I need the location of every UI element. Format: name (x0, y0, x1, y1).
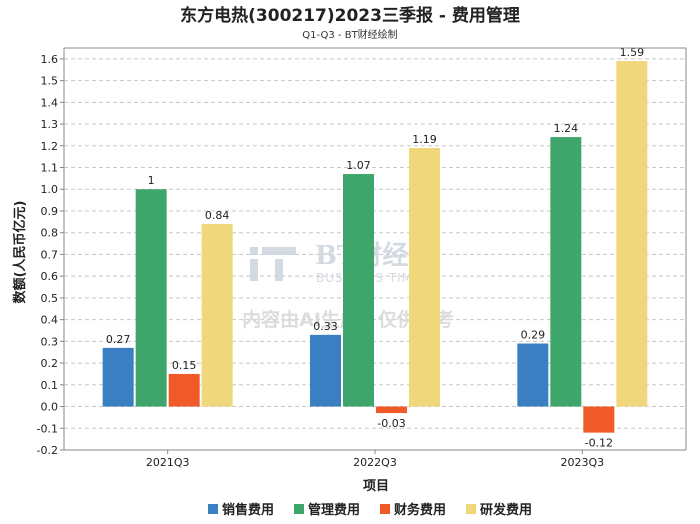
data-label: 0.15 (172, 359, 197, 372)
bars (102, 61, 648, 433)
bar-2022Q3-财务费用 (376, 406, 407, 414)
data-label: 0.84 (205, 209, 230, 222)
x-tick-label: 2021Q3 (146, 456, 190, 469)
grid (64, 58, 686, 451)
watermark-logo (250, 247, 296, 281)
y-tick-label: 1.3 (41, 118, 59, 131)
data-label: -0.12 (585, 437, 613, 450)
data-label: 1 (148, 174, 155, 187)
y-tick-label: 1.6 (41, 53, 59, 66)
legend-label: 财务费用 (394, 502, 446, 518)
legend: 销售费用 管理费用 财务费用 研发费用 (208, 502, 532, 518)
legend-swatch (380, 504, 390, 514)
legend-swatch (294, 504, 304, 514)
bar-2023Q3-财务费用 (583, 406, 615, 433)
bar-2022Q3-管理费用 (343, 174, 374, 407)
data-label: 1.19 (412, 133, 437, 146)
data-label: 1.07 (346, 159, 371, 172)
y-tick-label: 0.9 (41, 205, 59, 218)
bar-2023Q3-研发费用 (616, 61, 648, 407)
legend-swatch (466, 504, 476, 514)
y-tick-label: 0.2 (41, 357, 59, 370)
legend-label: 管理费用 (308, 502, 360, 518)
y-tick-label: 0.3 (41, 335, 59, 348)
y-tick-label: 1.5 (41, 75, 59, 88)
y-tick-label: 0.7 (41, 248, 59, 261)
y-tick-label: 0.4 (41, 314, 59, 327)
y-tick-label: -0.2 (37, 444, 58, 457)
legend-swatch (208, 504, 218, 514)
y-tick-label: 0.8 (41, 227, 59, 240)
data-label: 0.33 (313, 320, 338, 333)
legend-label: 研发费用 (480, 502, 532, 518)
bar-2021Q3-销售费用 (102, 347, 134, 407)
x-tick-label: 2022Q3 (353, 456, 397, 469)
x-axis-title: 项目 (363, 479, 389, 494)
legend-label: 销售费用 (222, 502, 274, 518)
y-tick-label: 0.6 (41, 270, 59, 283)
bar-2021Q3-财务费用 (168, 373, 200, 407)
bar-2023Q3-管理费用 (550, 137, 582, 407)
data-label: 1.24 (554, 122, 579, 135)
data-label: 1.59 (620, 46, 645, 59)
x-axis-ticks: 2021Q3 2022Q3 2023Q3 (146, 450, 604, 469)
data-label: -0.03 (377, 417, 405, 430)
y-tick-label: 1.0 (41, 183, 59, 196)
chart-subtitle: Q1-Q3 - BT财经绘制 (302, 28, 397, 41)
bar-2021Q3-研发费用 (201, 224, 233, 407)
y-tick-label: 0.5 (41, 292, 59, 305)
y-tick-label: 0.1 (41, 379, 59, 392)
data-labels: 0.27 1 0.15 0.84 0.33 1.07 -0.03 1.19 0.29 1.24 -0… (106, 46, 644, 450)
y-axis-title: 数额(人民币亿元) (12, 201, 28, 304)
y-axis-ticks: -0.2 -0.1 0.0 0.1 0.2 0.3 0.4 0.5 0.6 0.7 0.8 0.9 1.… (37, 53, 64, 457)
y-tick-label: 1.4 (41, 96, 59, 109)
x-tick-label: 2023Q3 (561, 456, 605, 469)
y-tick-label: 0.0 (41, 401, 59, 414)
y-tick-label: 1.2 (41, 140, 59, 153)
y-tick-label: -0.1 (37, 422, 58, 435)
bar-2023Q3-销售费用 (517, 343, 549, 407)
data-label: 0.27 (106, 333, 131, 346)
bar-2021Q3-管理费用 (135, 189, 167, 407)
chart-title: 东方电热(300217)2023三季报 - 费用管理 (180, 5, 520, 26)
y-tick-label: 1.1 (41, 162, 59, 175)
data-label: 0.29 (521, 329, 546, 342)
bar-2022Q3-研发费用 (409, 147, 440, 407)
bar-2022Q3-销售费用 (310, 334, 341, 407)
